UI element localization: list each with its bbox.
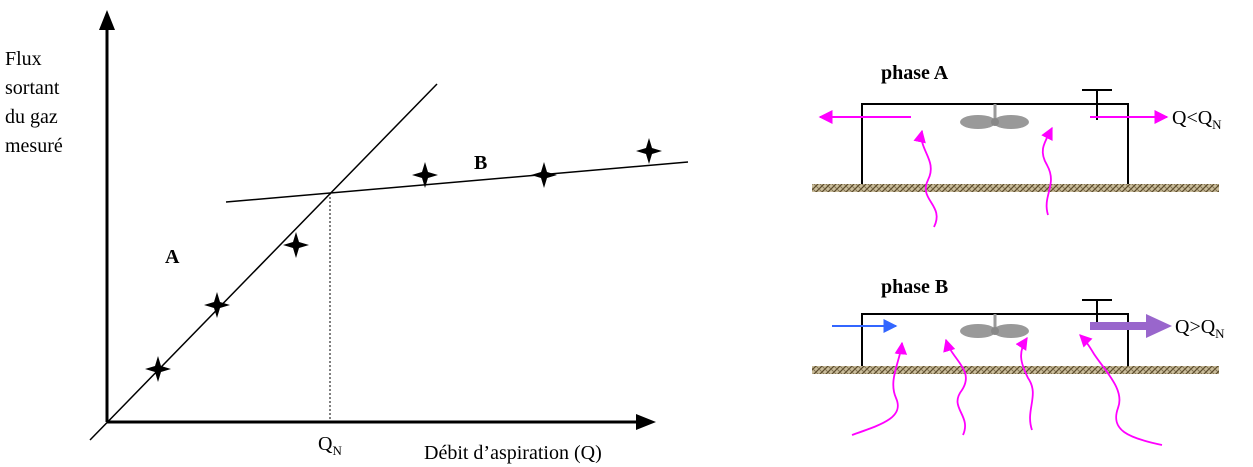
y-axis-arrowhead xyxy=(99,10,115,30)
gas-emission-arrow xyxy=(913,129,938,228)
marker-star xyxy=(636,138,662,164)
gas-emission-arrow xyxy=(851,341,908,436)
y-axis-label-line-3: du gaz xyxy=(5,106,58,128)
marker-star xyxy=(412,162,438,188)
y-axis-label-line-1: Flux xyxy=(5,48,42,70)
marker-star xyxy=(283,232,309,258)
x-axis-arrowhead xyxy=(636,414,656,430)
phase-b-title: phase B xyxy=(881,276,948,298)
marker-star xyxy=(204,292,230,318)
fan-icon xyxy=(960,104,1029,129)
gas-emission-arrow xyxy=(1079,334,1163,446)
marker-star xyxy=(145,356,171,382)
region-a-label: A xyxy=(165,246,180,268)
qn-label: QN xyxy=(318,433,342,458)
data-markers xyxy=(145,138,662,382)
ground-strip xyxy=(812,184,1219,192)
line-b xyxy=(225,161,689,203)
chamber-phase-a: phase A Q<QN xyxy=(812,62,1222,228)
region-b-label: B xyxy=(474,152,487,174)
y-axis-label-line-2: sortant xyxy=(5,77,60,99)
chamber-phase-b: phase B Q>QN xyxy=(812,276,1225,446)
fan-icon xyxy=(960,314,1029,338)
gas-emission-arrow xyxy=(1041,126,1053,216)
ground-strip xyxy=(812,366,1219,374)
gas-emission-arrow xyxy=(943,338,967,436)
y-axis-label-line-4: mesuré xyxy=(5,135,63,157)
line-a xyxy=(89,83,438,441)
phase-b-flow-label: Q>QN xyxy=(1175,316,1225,341)
gas-emission-arrow xyxy=(1015,336,1034,431)
flux-graph: Flux sortant du gaz mesuré A B QN Débit … xyxy=(5,10,689,464)
outflow-arrowhead-thick xyxy=(1146,314,1172,338)
phase-a-flow-label: Q<QN xyxy=(1172,107,1222,132)
x-axis-label: Débit d’aspiration (Q) xyxy=(424,442,602,464)
marker-star xyxy=(531,162,557,188)
phase-a-title: phase A xyxy=(881,62,949,84)
